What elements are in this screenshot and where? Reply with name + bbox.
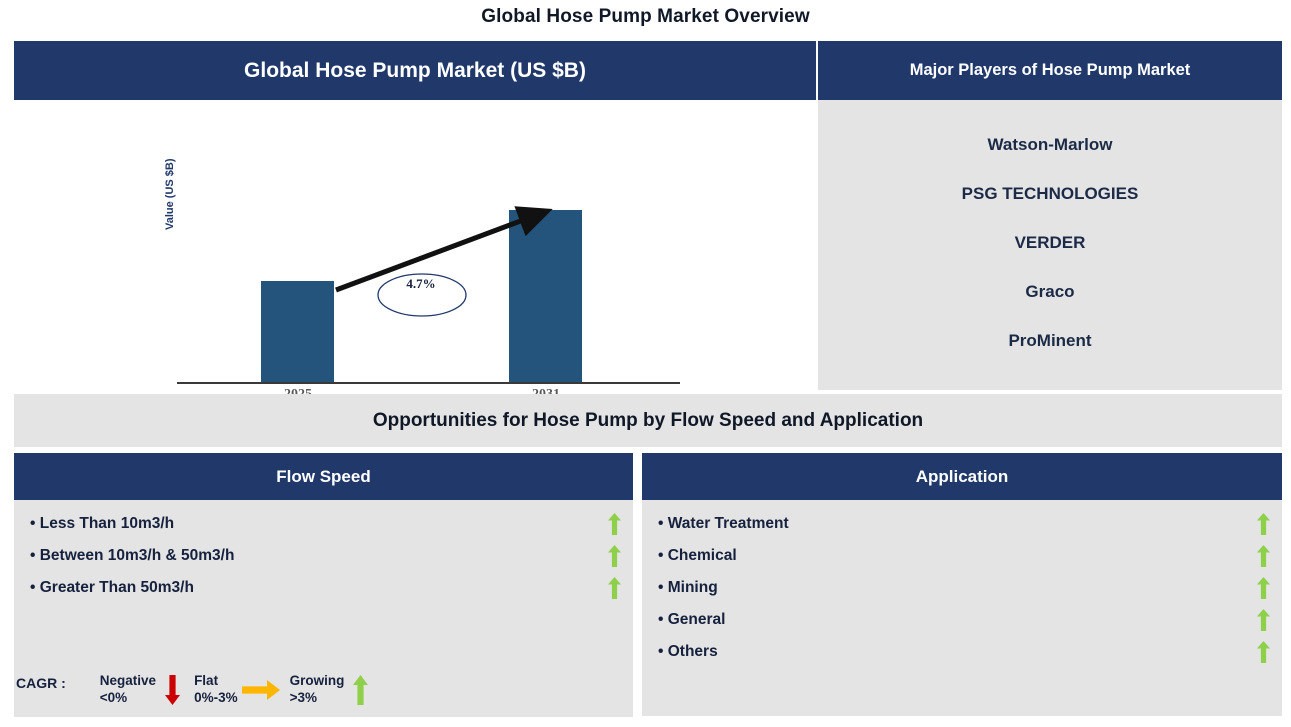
arrow-up-icon: [608, 577, 621, 599]
opportunities-band-title: Opportunities for Hose Pump by Flow Spee…: [14, 394, 1282, 447]
player-item: VERDER: [1014, 233, 1086, 252]
flow-speed-header: Flow Speed: [14, 453, 633, 500]
legend-label: Growing: [289, 673, 345, 688]
chart-panel-body: Value (US $B) 2025 2031 4.7% Sour: [14, 100, 816, 437]
legend-item-growing: Growing >3%: [290, 672, 377, 708]
bar-chart: Value (US $B) 2025 2031 4.7% Sour: [14, 100, 816, 437]
market-chart-panel: Global Hose Pump Market (US $B) Value (U…: [14, 41, 816, 437]
page-title: Global Hose Pump Market Overview: [481, 6, 810, 27]
application-column: Application • Water Treatment • Chemical…: [642, 453, 1282, 716]
legend-item-flat: Flat 0%-3%: [194, 672, 284, 708]
arrow-down-icon: [156, 672, 188, 708]
arrow-up-icon: [608, 513, 621, 535]
list-item-label: • Mining: [658, 579, 718, 596]
arrow-up-icon: [1257, 577, 1270, 599]
list-item: • Less Than 10m3/h: [14, 508, 633, 540]
list-item: • Others: [642, 636, 1282, 668]
player-item: Watson-Marlow: [987, 135, 1113, 154]
legend-range: >3%: [289, 690, 317, 706]
cagr-arrow-icon: [335, 206, 553, 317]
arrow-right-icon: [238, 672, 284, 708]
list-item-label: • Greater Than 50m3/h: [30, 579, 194, 596]
arrow-up-icon: [1257, 545, 1270, 567]
cagr-legend-title: CAGR :: [16, 675, 66, 691]
list-item: • Chemical: [642, 540, 1282, 572]
list-item: • Mining: [642, 572, 1282, 604]
arrow-up-icon: [344, 672, 376, 708]
list-item: • Greater Than 50m3/h: [14, 572, 633, 604]
flow-speed-list: • Less Than 10m3/h • Between 10m3/h & 50…: [14, 500, 633, 717]
legend-range: 0%-3%: [194, 690, 238, 706]
cagr-legend: CAGR : Negative <0% Flat 0%-3% Growing >…: [16, 672, 382, 720]
x-axis-line: [177, 382, 680, 384]
arrow-up-icon: [1257, 609, 1270, 631]
legend-item-negative: Negative <0%: [100, 672, 188, 708]
player-item: Graco: [1025, 282, 1075, 301]
players-list: Watson-Marlow PSG TECHNOLOGIES VERDER Gr…: [818, 100, 1282, 390]
bar-2031: [509, 210, 582, 382]
list-item-label: • Others: [658, 643, 718, 660]
legend-label: Flat: [194, 673, 219, 688]
legend-range: <0%: [99, 690, 128, 706]
cagr-value: 4.7%: [406, 276, 436, 291]
list-item: • Between 10m3/h & 50m3/h: [14, 540, 633, 572]
application-header: Application: [642, 453, 1282, 500]
chart-panel-header: Global Hose Pump Market (US $B): [14, 41, 816, 100]
player-item: ProMinent: [1008, 331, 1092, 350]
arrow-up-icon: [1257, 641, 1270, 663]
players-panel-header: Major Players of Hose Pump Market: [818, 41, 1282, 100]
list-item-label: • Chemical: [658, 547, 737, 564]
list-item-label: • Less Than 10m3/h: [30, 515, 175, 532]
major-players-panel: Major Players of Hose Pump Market Watson…: [818, 41, 1282, 390]
flow-speed-column: Flow Speed • Less Than 10m3/h • Between …: [14, 453, 633, 717]
list-item: • General: [642, 604, 1282, 636]
arrow-up-icon: [608, 545, 621, 567]
bar-2025: [261, 281, 334, 382]
player-item: PSG TECHNOLOGIES: [961, 184, 1139, 203]
list-item: • Water Treatment: [642, 508, 1282, 540]
list-item-label: • Water Treatment: [658, 515, 789, 532]
application-list: • Water Treatment • Chemical • Mining • …: [642, 500, 1282, 716]
arrow-up-icon: [1257, 513, 1270, 535]
list-item-label: • Between 10m3/h & 50m3/h: [30, 547, 235, 564]
list-item-label: • General: [658, 611, 726, 628]
legend-label: Negative: [99, 673, 157, 688]
